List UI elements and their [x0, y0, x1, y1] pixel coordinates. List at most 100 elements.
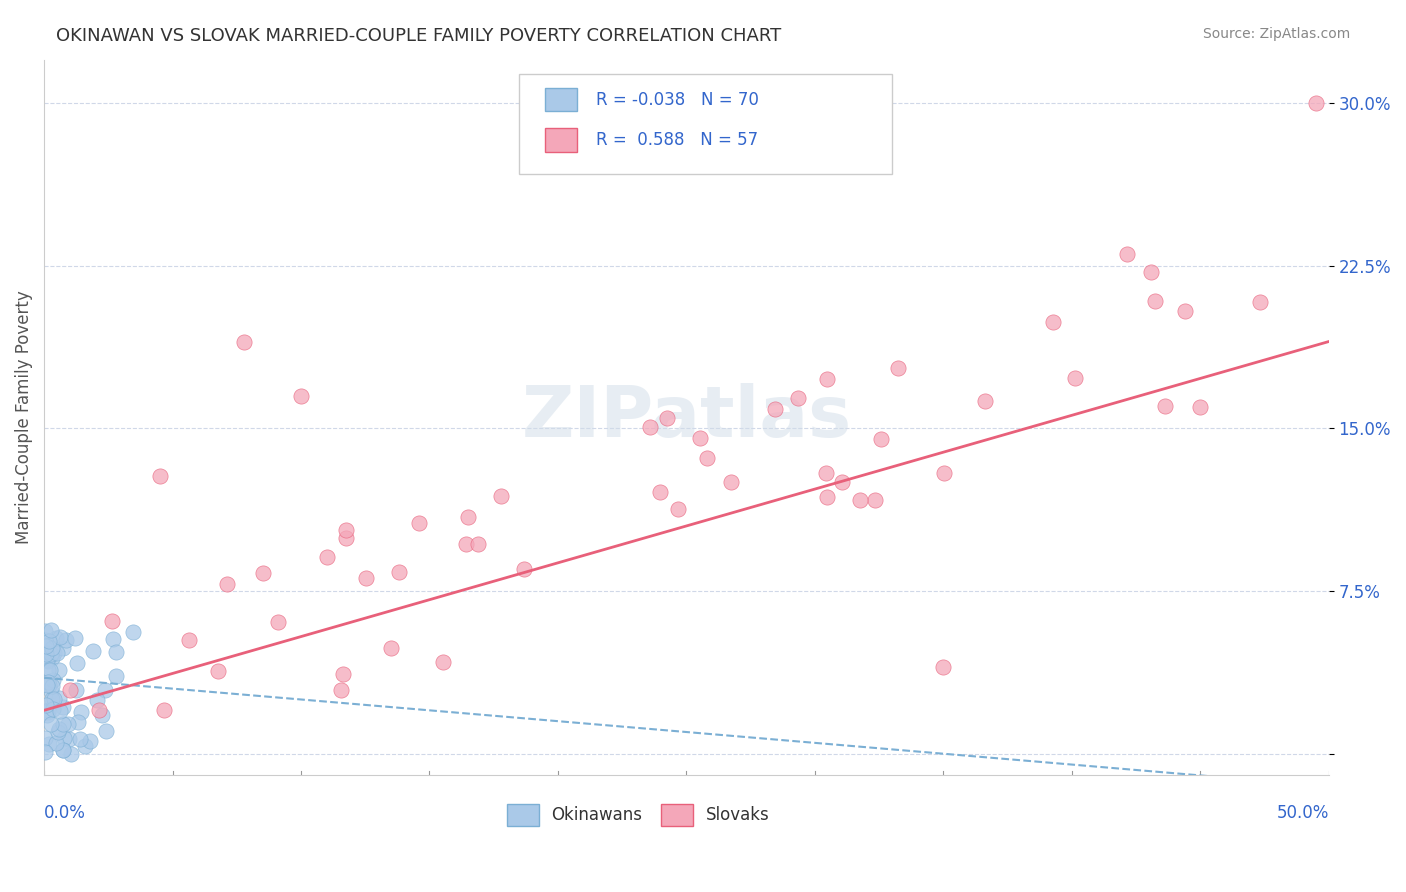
- Point: [44, 691, 66, 706]
- Point: [41, 641, 63, 656]
- Text: 0.0%: 0.0%: [44, 804, 86, 822]
- Point: [94, 723, 117, 738]
- Point: [35, 639, 58, 653]
- Point: [870, 432, 893, 446]
- Point: [655, 411, 678, 425]
- Point: [831, 475, 853, 490]
- Point: [689, 431, 711, 445]
- Point: [335, 531, 357, 545]
- Point: [973, 394, 995, 409]
- Point: [58, 732, 80, 747]
- Point: [49, 630, 72, 644]
- Point: [37, 650, 59, 665]
- Point: [1174, 303, 1197, 318]
- Point: [52, 717, 75, 731]
- Point: [34, 705, 56, 719]
- Y-axis label: Married-Couple Family Poverty: Married-Couple Family Poverty: [15, 291, 32, 544]
- Point: [52, 640, 75, 655]
- Point: [39, 647, 62, 661]
- Point: [1153, 400, 1175, 414]
- Point: [35, 647, 58, 661]
- FancyBboxPatch shape: [546, 128, 578, 152]
- Point: [42, 646, 65, 660]
- Point: [335, 523, 357, 537]
- Point: [207, 664, 229, 678]
- Point: [1115, 247, 1137, 261]
- Point: [59, 683, 82, 698]
- Point: [1188, 401, 1211, 415]
- Point: [101, 614, 124, 628]
- Point: [60, 747, 83, 761]
- Point: [217, 577, 239, 591]
- Point: [41, 651, 63, 665]
- Point: [63, 631, 86, 645]
- Point: [122, 625, 145, 640]
- Point: [52, 742, 75, 756]
- Point: [489, 490, 512, 504]
- Point: [354, 572, 377, 586]
- Point: [332, 666, 354, 681]
- Point: [39, 623, 62, 637]
- Point: [513, 562, 536, 576]
- Point: [640, 420, 662, 434]
- FancyBboxPatch shape: [506, 804, 538, 825]
- Point: [55, 633, 77, 648]
- Point: [94, 683, 117, 698]
- Point: [152, 703, 174, 717]
- FancyBboxPatch shape: [546, 88, 578, 112]
- Point: [648, 485, 671, 500]
- Text: R = -0.038   N = 70: R = -0.038 N = 70: [596, 90, 759, 109]
- Point: [467, 536, 489, 550]
- Point: [48, 690, 70, 705]
- Text: R =  0.588   N = 57: R = 0.588 N = 57: [596, 131, 759, 149]
- Point: [432, 655, 454, 669]
- Point: [330, 683, 353, 698]
- Point: [45, 631, 67, 645]
- Point: [815, 371, 838, 385]
- Point: [35, 698, 58, 713]
- Point: [388, 566, 411, 580]
- Point: [34, 731, 56, 746]
- Point: [316, 549, 339, 564]
- Point: [37, 705, 59, 719]
- Point: [177, 632, 200, 647]
- Point: [454, 537, 477, 551]
- Point: [252, 566, 274, 581]
- Point: [457, 510, 479, 524]
- Point: [720, 475, 742, 490]
- Point: [42, 673, 65, 687]
- Point: [65, 683, 87, 698]
- Point: [786, 391, 808, 405]
- Point: [1140, 264, 1163, 278]
- Point: [41, 680, 63, 694]
- Point: [52, 700, 75, 714]
- Point: [1305, 95, 1327, 110]
- Text: Slovaks: Slovaks: [706, 805, 769, 824]
- Point: [37, 653, 59, 667]
- Point: [932, 466, 955, 480]
- Point: [45, 646, 67, 660]
- Point: [69, 705, 91, 719]
- Point: [37, 675, 59, 690]
- Point: [69, 732, 91, 747]
- Point: [696, 450, 718, 465]
- FancyBboxPatch shape: [519, 74, 891, 174]
- Point: [79, 734, 101, 748]
- Point: [46, 725, 69, 739]
- Point: [38, 738, 60, 752]
- Point: [1042, 315, 1064, 329]
- Point: [105, 669, 128, 683]
- Point: [35, 707, 58, 722]
- Point: [51, 743, 73, 757]
- Point: [290, 389, 312, 403]
- Point: [90, 708, 112, 723]
- Point: [75, 739, 97, 753]
- Point: [37, 663, 59, 677]
- Point: [37, 654, 59, 668]
- Point: [848, 493, 870, 508]
- Point: [149, 469, 172, 483]
- Point: [39, 717, 62, 731]
- Point: [86, 693, 108, 707]
- Point: [104, 645, 127, 659]
- Text: 50.0%: 50.0%: [1277, 804, 1329, 822]
